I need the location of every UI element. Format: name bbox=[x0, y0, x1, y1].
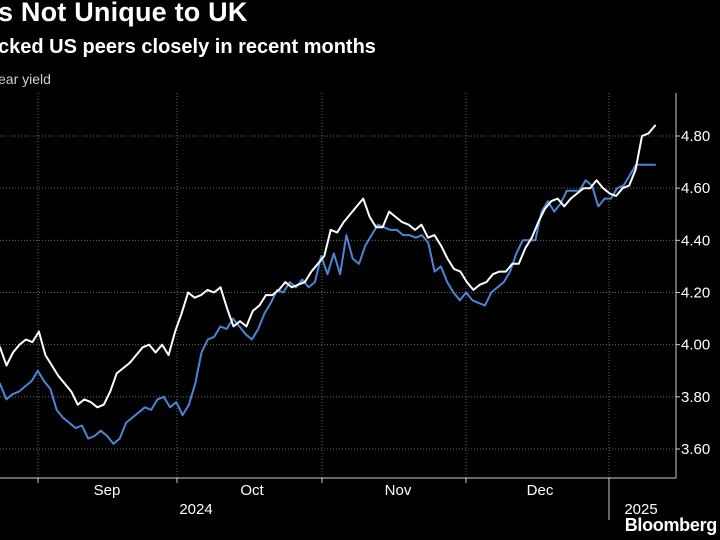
x-tick-label: Sep bbox=[94, 482, 121, 499]
y-tick-label: 4.80 bbox=[681, 128, 710, 145]
y-tick-label: 3.60 bbox=[681, 441, 710, 458]
series-lines bbox=[0, 124, 656, 445]
x-year-label: 2024 bbox=[179, 501, 212, 518]
x-tick-label: Oct bbox=[240, 482, 264, 499]
axes bbox=[0, 93, 680, 520]
x-tick-label: Dec bbox=[527, 482, 554, 499]
y-tick-label: 4.60 bbox=[681, 180, 710, 197]
y-tick-label: 4.40 bbox=[681, 232, 710, 249]
bloomberg-logo: Bloomberg bbox=[624, 515, 718, 535]
series-line-white bbox=[0, 124, 656, 409]
tick-labels: 3.60 3.80 4.00 4.20 4.40 4.60 4.80 Sep Oct Nov Dec… bbox=[94, 128, 711, 518]
y-tick-label: 4.20 bbox=[681, 285, 710, 302]
gridlines bbox=[0, 93, 676, 478]
y-tick-label: 3.80 bbox=[681, 389, 710, 406]
unit-label: ear yield bbox=[0, 71, 51, 87]
chart-title: s Not Unique to UK bbox=[0, 0, 248, 27]
series-line-blue bbox=[0, 163, 656, 445]
chart-subtitle: cked US peers closely in recent months bbox=[0, 36, 376, 58]
y-tick-label: 4.00 bbox=[681, 337, 710, 354]
x-year-label: 2025 bbox=[624, 501, 657, 518]
x-tick-label: Nov bbox=[385, 482, 412, 499]
